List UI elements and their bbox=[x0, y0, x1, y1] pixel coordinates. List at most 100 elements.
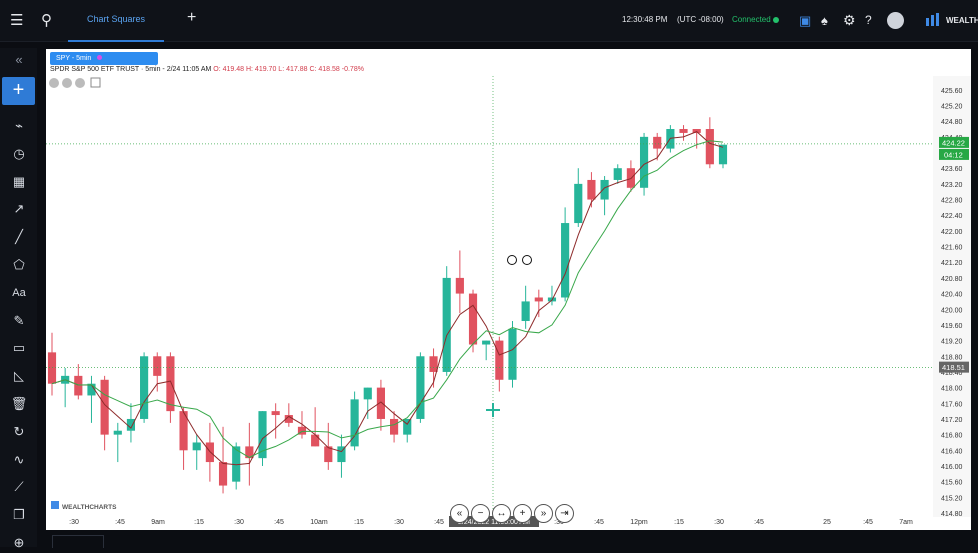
shapes-icon[interactable]: ⬠ bbox=[13, 257, 25, 272]
bell-icon[interactable]: ♠ bbox=[821, 13, 828, 28]
candle-body bbox=[389, 418, 399, 435]
y-tick-label: 424.80 bbox=[941, 119, 963, 126]
cursor-circle-left bbox=[507, 255, 517, 265]
trend-icon[interactable]: ↗ bbox=[13, 201, 25, 217]
candle-body bbox=[639, 136, 649, 188]
candle-body bbox=[653, 136, 662, 149]
candle-body bbox=[311, 434, 320, 447]
x-tick-label: :45 bbox=[754, 519, 764, 526]
indicator-icon[interactable]: ∿ bbox=[13, 451, 25, 467]
y-tick-label: 415.60 bbox=[941, 480, 963, 487]
x-tick-label: 25 bbox=[823, 519, 831, 526]
ma-slow-line bbox=[51, 140, 724, 459]
candle-body bbox=[429, 356, 438, 372]
clock-icon[interactable]: ◷ bbox=[13, 145, 25, 161]
y-tick-label: 422.40 bbox=[941, 213, 963, 220]
candle-body bbox=[508, 328, 517, 380]
tab-label: Chart Squares bbox=[86, 14, 146, 24]
trash-icon[interactable]: 🗑 bbox=[10, 396, 28, 411]
symbol-tab[interactable]: SPY - 5min bbox=[50, 52, 158, 65]
target-icon[interactable]: ⊕ bbox=[13, 535, 25, 550]
watermark-icon bbox=[51, 501, 59, 509]
zoom-in-button[interactable]: + bbox=[513, 504, 532, 523]
y-tick-label: 419.20 bbox=[941, 339, 963, 346]
countdown-label: 04:12 bbox=[944, 150, 963, 159]
help-icon[interactable]: ? bbox=[865, 13, 872, 27]
candle-body bbox=[574, 183, 583, 224]
gear-icon[interactable]: ⚙ bbox=[843, 12, 856, 28]
x-tick-label: 9am bbox=[151, 519, 165, 526]
hamburger-icon[interactable]: ☰ bbox=[10, 12, 24, 29]
y-tick-label: 421.60 bbox=[941, 245, 963, 252]
bottom-panel-tab[interactable] bbox=[52, 535, 104, 548]
cursor-marker-icon bbox=[486, 403, 500, 417]
y-tick-label: 416.40 bbox=[941, 448, 963, 455]
collapse-icon[interactable]: « bbox=[15, 52, 23, 67]
y-tick-label: 425.20 bbox=[941, 104, 963, 111]
symbol-label: SPY - 5min bbox=[56, 55, 92, 62]
x-tick-label: :45 bbox=[594, 519, 604, 526]
candle-body bbox=[534, 297, 543, 302]
brand-mark-icon bbox=[926, 13, 939, 26]
text-icon[interactable]: Aa bbox=[12, 286, 26, 299]
candle-body bbox=[271, 411, 280, 416]
measure-icon[interactable]: ◺ bbox=[14, 368, 24, 384]
zoom-out-button[interactable]: − bbox=[471, 504, 490, 523]
chart-tool-icon bbox=[49, 78, 59, 88]
x-tick-label: :45 bbox=[434, 519, 444, 526]
polyline-icon[interactable]: ⟋ bbox=[14, 479, 24, 495]
y-tick-label: 420.80 bbox=[941, 276, 963, 283]
line-tool-icon[interactable]: ╱ bbox=[15, 229, 23, 245]
avatar[interactable] bbox=[887, 12, 904, 29]
y-tick-label: 418.40 bbox=[941, 370, 963, 377]
symbol-dot bbox=[97, 55, 103, 60]
candle-body bbox=[324, 446, 333, 463]
y-tick-label: 415.20 bbox=[941, 495, 963, 502]
candle-body bbox=[140, 356, 149, 419]
candle-body bbox=[600, 179, 609, 200]
candle-body bbox=[258, 411, 267, 459]
tab-chart-squares[interactable]: Chart Squares bbox=[68, 0, 164, 42]
calendar-icon[interactable]: ▦ bbox=[12, 173, 26, 189]
candle-body bbox=[218, 462, 228, 486]
line-chart-icon[interactable]: ⌁ bbox=[15, 118, 23, 133]
scroll-right-fast-button[interactable]: » bbox=[534, 504, 553, 523]
x-tick-label: :45 bbox=[863, 519, 873, 526]
candle-body bbox=[679, 129, 688, 133]
candle-body bbox=[613, 168, 622, 180]
candle-body bbox=[468, 293, 478, 345]
x-tick-label: :30 bbox=[234, 519, 244, 526]
x-tick-label: :30 bbox=[394, 519, 404, 526]
candle-body bbox=[113, 430, 122, 435]
x-tick-label: :30 bbox=[714, 519, 724, 526]
scroll-left-fast-button[interactable]: « bbox=[450, 504, 469, 523]
y-tick-label: 418.00 bbox=[941, 386, 963, 393]
x-tick-label: 10am bbox=[310, 519, 328, 526]
candle-body bbox=[455, 277, 464, 294]
add-tab-icon[interactable]: + bbox=[187, 9, 197, 26]
copy-icon[interactable]: ❐ bbox=[13, 507, 25, 523]
save-icon[interactable]: ▣ bbox=[799, 13, 812, 28]
y-tick-label: 422.80 bbox=[941, 198, 963, 205]
candle-body bbox=[442, 277, 451, 372]
quote-line: SPDR S&P 500 ETF TRUST · 5min - 2/24 11:… bbox=[50, 66, 364, 73]
candle-body bbox=[521, 301, 530, 322]
search-icon[interactable]: ⚲ bbox=[41, 12, 52, 29]
candle-body bbox=[482, 340, 491, 345]
add-button[interactable]: + bbox=[2, 77, 35, 105]
refresh-icon[interactable]: ↻ bbox=[13, 423, 25, 439]
y-tick-label: 421.20 bbox=[941, 260, 963, 267]
pencil-icon[interactable]: ✎ bbox=[13, 312, 25, 328]
y-tick-label: 420.00 bbox=[941, 307, 963, 314]
quote-prefix: SPDR S&P 500 ETF TRUST · 5min - 2/24 11:… bbox=[50, 66, 212, 73]
chart-panel[interactable]: SPY - 5min SPDR S&P 500 ETF TRUST · 5min… bbox=[46, 49, 971, 530]
countdown-label-bg bbox=[939, 148, 969, 160]
candle-body bbox=[416, 356, 425, 419]
candle-body bbox=[350, 399, 359, 447]
scroll-end-button[interactable]: ⇥ bbox=[555, 504, 574, 523]
fit-button[interactable]: ↔ bbox=[492, 504, 511, 523]
brand-logo: WEALTH bbox=[925, 12, 978, 30]
ruler-icon[interactable]: ▭ bbox=[12, 340, 26, 356]
cursor-circle-right bbox=[522, 255, 532, 265]
candlestick-chart[interactable]: 425.60425.20424.80424.40424.00423.60423.… bbox=[46, 49, 971, 530]
